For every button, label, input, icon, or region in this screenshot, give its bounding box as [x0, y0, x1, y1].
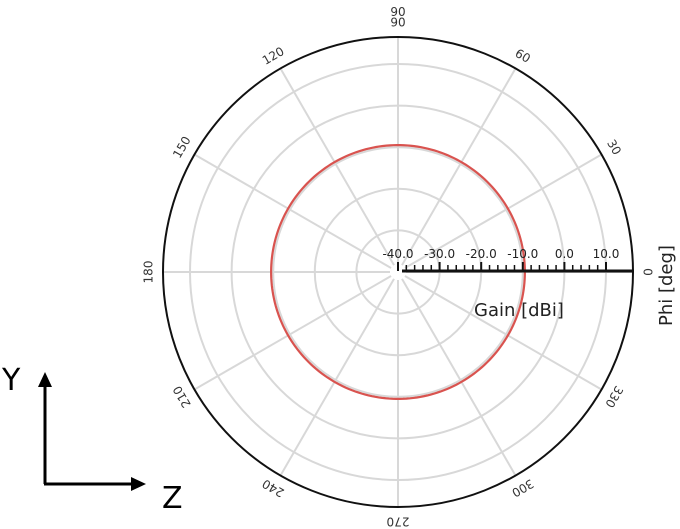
grid-spoke: [193, 153, 392, 269]
radial-tick-label: -10.0: [507, 247, 538, 261]
radial-axis-title: Gain [dBi]: [474, 300, 564, 321]
angle-tick-label: 180: [142, 261, 156, 284]
angle-tick-label: 60: [513, 46, 533, 66]
grid-spoke: [279, 278, 395, 477]
coordinate-indicator: Y Z: [1, 363, 183, 516]
z-arrowhead-icon: [131, 477, 146, 491]
grid-spoke: [404, 275, 603, 391]
radial-tick-label: -30.0: [424, 247, 455, 261]
angle-tick-label: 30: [604, 137, 624, 157]
grid-spoke: [279, 67, 395, 266]
angle-tick-label: 240: [260, 476, 287, 500]
angle-tick-label: 330: [602, 383, 626, 410]
grid-spoke: [193, 275, 392, 391]
radial-scale: -40.0 -30.0 -20.0 -10.0 0.0 10.0: [382, 247, 634, 273]
grid-spoke: [401, 67, 517, 266]
grid-spokes: [163, 37, 633, 507]
grid-spoke: [401, 278, 517, 477]
y-axis-label: Y: [1, 363, 21, 398]
angle-tick-label: 300: [509, 476, 536, 500]
angle-tick-label: 270: [387, 515, 410, 529]
angle-axis-title: Phi [deg]: [656, 245, 677, 326]
angle-tick-label: 90: [390, 16, 405, 30]
y-arrowhead-icon: [38, 372, 52, 387]
angle-tick-labels: 0 30 60 90 120 150 180 210 240 270 300 330 90: [142, 5, 655, 529]
radial-tick-label: 10.0: [593, 247, 620, 261]
gain-series-line: [270, 144, 526, 400]
angle-tick-label: 0: [641, 268, 655, 276]
radial-tick-label: -40.0: [382, 247, 413, 261]
angle-tick-label-overlap: 90: [390, 5, 405, 19]
z-axis-label: Z: [162, 481, 183, 516]
grid-spoke: [404, 153, 603, 269]
radial-tick-label: -20.0: [466, 247, 497, 261]
angle-tick-label: 150: [170, 134, 194, 161]
radial-tick-label: 0.0: [555, 247, 574, 261]
angle-tick-label: 210: [170, 383, 194, 410]
angle-tick-label: 120: [260, 44, 287, 68]
